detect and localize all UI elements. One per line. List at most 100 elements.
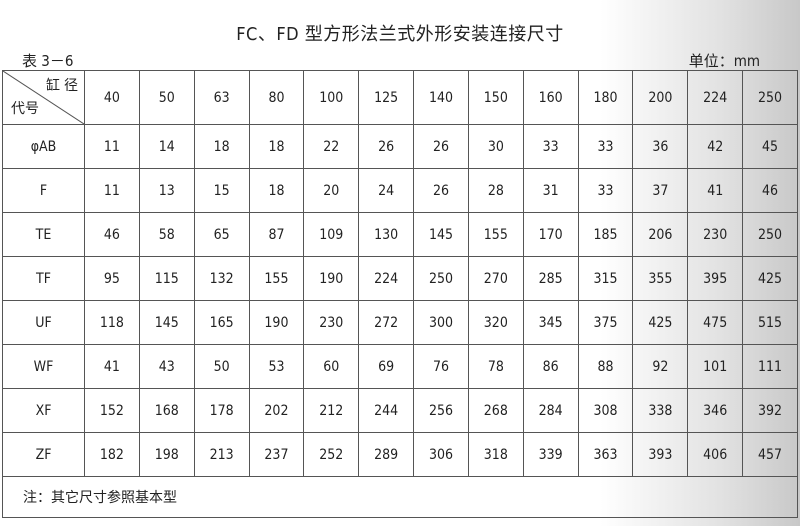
value-cell: 178: [193, 388, 250, 433]
row-code: XF: [2, 388, 85, 433]
value-cell: 268: [467, 388, 524, 433]
bore-cell: 40: [84, 70, 140, 125]
code-header: 代号: [11, 101, 39, 117]
value-cell: 13: [138, 168, 195, 213]
value-cell: 224: [358, 256, 415, 301]
diagonal-line: [3, 71, 84, 124]
value-cell: 50: [193, 344, 250, 389]
value-cell: 15: [193, 168, 250, 213]
value-cell: 95: [84, 256, 140, 301]
value-cell: 425: [632, 300, 689, 345]
value-cell: 92: [632, 344, 689, 389]
row-code: TE: [2, 212, 85, 257]
table-row: TE 46 58 65 87 109 130 145 155 170 185 206 230 250: [2, 212, 798, 257]
value-cell: 230: [303, 300, 360, 345]
value-cell: 318: [467, 432, 524, 477]
value-cell: 36: [632, 124, 689, 169]
value-cell: 213: [193, 432, 250, 477]
value-cell: 252: [303, 432, 360, 477]
table-row: WF 41 43 50 53 60 69 76 78 86 88 92 101 111: [2, 344, 798, 389]
value-cell: 182: [84, 432, 140, 477]
value-cell: 41: [687, 168, 744, 213]
value-cell: 230: [687, 212, 744, 257]
value-cell: 132: [193, 256, 250, 301]
value-cell: 46: [742, 168, 798, 213]
value-cell: 202: [248, 388, 305, 433]
bore-cell: 125: [358, 70, 415, 125]
value-cell: 315: [577, 256, 634, 301]
value-cell: 33: [577, 124, 634, 169]
value-cell: 406: [687, 432, 744, 477]
value-cell: 31: [522, 168, 579, 213]
page-title: FC、FD 型方形法兰式外形安装连接尺寸: [236, 24, 564, 45]
value-cell: 425: [742, 256, 798, 301]
value-cell: 130: [358, 212, 415, 257]
value-cell: 78: [467, 344, 524, 389]
value-cell: 43: [138, 344, 195, 389]
value-cell: 41: [84, 344, 140, 389]
value-cell: 355: [632, 256, 689, 301]
value-cell: 45: [742, 124, 798, 169]
value-cell: 212: [303, 388, 360, 433]
value-cell: 65: [193, 212, 250, 257]
value-cell: 11: [84, 124, 140, 169]
table-row: TF 95 115 132 155 190 224 250 270 285 315 355 395 425: [2, 256, 798, 301]
value-cell: 115: [138, 256, 195, 301]
value-cell: 375: [577, 300, 634, 345]
value-cell: 198: [138, 432, 195, 477]
row-code: WF: [2, 344, 85, 389]
value-cell: 206: [632, 212, 689, 257]
value-cell: 76: [413, 344, 469, 389]
value-cell: 60: [303, 344, 360, 389]
value-cell: 155: [248, 256, 305, 301]
row-code: ZF: [2, 432, 85, 477]
value-cell: 28: [467, 168, 524, 213]
value-cell: 37: [632, 168, 689, 213]
value-cell: 475: [687, 300, 744, 345]
table-row: φAB 11 14 18 18 22 26 26 30 33 33 36 42 45: [2, 124, 798, 169]
value-cell: 346: [687, 388, 744, 433]
value-cell: 457: [742, 432, 798, 477]
value-cell: 53: [248, 344, 305, 389]
value-cell: 18: [248, 124, 305, 169]
value-cell: 58: [138, 212, 195, 257]
value-cell: 272: [358, 300, 415, 345]
bore-cell: 63: [193, 70, 250, 125]
value-cell: 69: [358, 344, 415, 389]
value-cell: 24: [358, 168, 415, 213]
value-cell: 26: [413, 124, 469, 169]
bore-header: 缸 径: [46, 78, 78, 94]
value-cell: 190: [248, 300, 305, 345]
value-cell: 14: [138, 124, 195, 169]
table-row: XF 152 168 178 202 212 244 256 268 284 308 338 346 39…: [2, 388, 798, 433]
value-cell: 42: [687, 124, 744, 169]
bore-cell: 160: [522, 70, 579, 125]
value-cell: 306: [413, 432, 469, 477]
note-row: 注：其它尺寸参照基本型: [2, 476, 798, 518]
value-cell: 244: [358, 388, 415, 433]
value-cell: 270: [467, 256, 524, 301]
value-cell: 237: [248, 432, 305, 477]
table-row: UF 118 145 165 190 230 272 300 320 345 375 425 475 51…: [2, 300, 798, 345]
value-cell: 26: [358, 124, 415, 169]
bore-cell: 50: [138, 70, 195, 125]
value-cell: 345: [522, 300, 579, 345]
table-label: 表 3－6: [22, 52, 74, 70]
value-cell: 165: [193, 300, 250, 345]
value-cell: 26: [413, 168, 469, 213]
value-cell: 11: [84, 168, 140, 213]
row-code: TF: [2, 256, 85, 301]
value-cell: 20: [303, 168, 360, 213]
value-cell: 155: [467, 212, 524, 257]
value-cell: 395: [687, 256, 744, 301]
value-cell: 300: [413, 300, 469, 345]
value-cell: 101: [687, 344, 744, 389]
value-cell: 185: [577, 212, 634, 257]
table-row: F 11 13 15 18 20 24 26 28 31 33 37 41 46: [2, 168, 798, 213]
value-cell: 393: [632, 432, 689, 477]
value-cell: 289: [358, 432, 415, 477]
value-cell: 109: [303, 212, 360, 257]
header-row: 缸 径 代号 40 50 63 80 100 125 140 150 160 180 200 224 2…: [2, 70, 798, 125]
dimension-table: 缸 径 代号 40 50 63 80 100 125 140 150 160 180 200 224 2…: [2, 70, 798, 518]
bore-cell: 200: [632, 70, 689, 125]
